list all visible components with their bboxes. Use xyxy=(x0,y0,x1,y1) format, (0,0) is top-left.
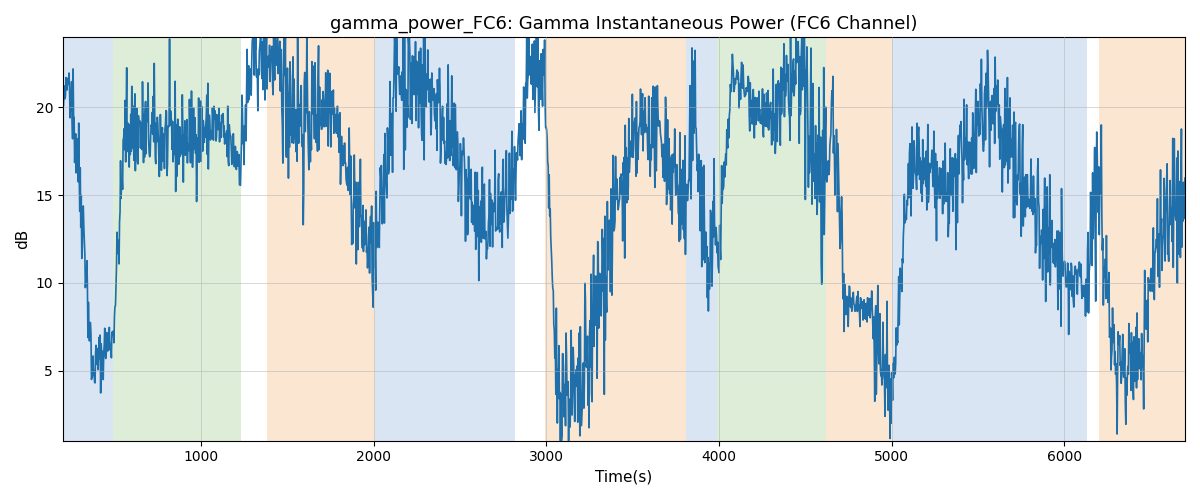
Bar xyxy=(686,38,718,440)
Bar xyxy=(1099,38,1186,440)
Bar xyxy=(376,38,515,440)
Title: gamma_power_FC6: Gamma Instantaneous Power (FC6 Channel): gamma_power_FC6: Gamma Instantaneous Pow… xyxy=(330,15,918,34)
Bar xyxy=(62,38,113,440)
Bar xyxy=(266,38,376,440)
Bar xyxy=(892,38,1087,440)
Y-axis label: dB: dB xyxy=(16,229,30,249)
X-axis label: Time(s): Time(s) xyxy=(595,470,653,485)
Bar xyxy=(826,38,892,440)
Bar xyxy=(113,38,241,440)
Bar xyxy=(545,38,686,440)
Bar xyxy=(718,38,826,440)
